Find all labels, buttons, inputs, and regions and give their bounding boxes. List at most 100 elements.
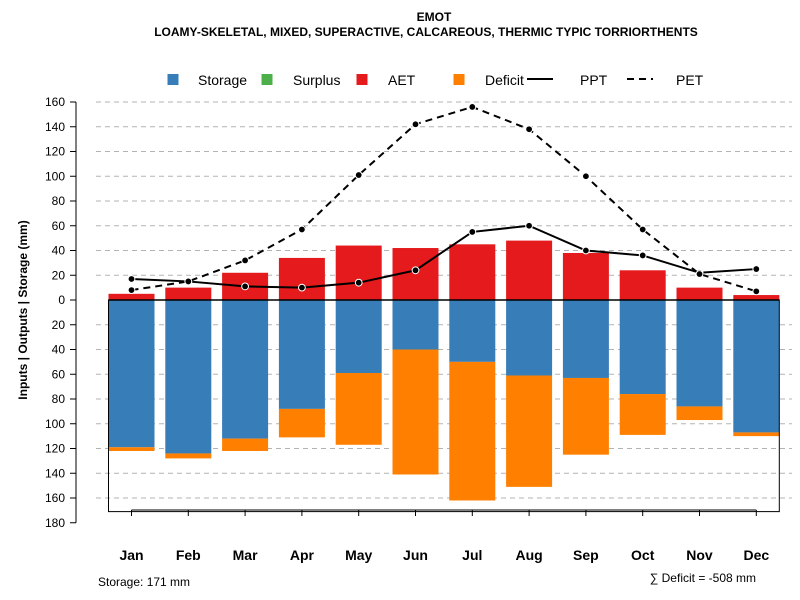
storage-bar-sep [562,300,609,378]
ppt-line [131,224,757,289]
y-tick-label: 160 [45,491,65,505]
ppt-point-jan [127,275,136,283]
storage-bar-dec [733,300,780,433]
pet-point-mar [241,256,250,265]
aet-bar-sep [562,252,609,300]
y-tick-label: 80 [52,194,66,208]
ppt-point-dec [752,265,761,273]
aet-bar-dec [733,295,780,300]
series-lines [127,103,761,296]
legend-pet-label: PET [676,72,704,88]
legend-ppt-label: PPT [580,72,608,88]
y-tick-label: 120 [45,442,65,456]
x-tick-label-aug: Aug [515,547,542,563]
y-tick-label: 140 [45,466,65,480]
deficit-bar-mar [222,438,269,451]
pet-point-feb [184,277,193,286]
x-tick-label-dec: Dec [743,547,769,563]
ppt-point-mar [241,282,250,291]
aet-bar-jan [108,293,155,300]
y-tick-label: 80 [52,392,66,406]
ppt-point-may [354,278,363,287]
legend-storage-label: Storage [198,72,247,88]
storage-bar-jan [108,300,155,448]
legend-aet-swatch [356,74,368,85]
deficit-bar-jul [449,361,496,501]
y-tick-label: 140 [45,120,65,134]
aet-bar-apr [278,257,325,300]
deficit-bar-sep [562,377,609,455]
legend-deficit-swatch [453,74,465,85]
storage-bar-nov [676,300,723,407]
y-tick-label: 60 [52,219,66,233]
chart-subtitle: LOAMY-SKELETAL, MIXED, SUPERACTIVE, CALC… [154,25,698,39]
bars [108,240,780,501]
legend: Storage Surplus AET Deficit PPT PET [167,72,704,88]
deficit-bar-dec [733,432,780,437]
pet-line [131,105,757,293]
legend-aet-label: AET [388,72,416,88]
pet-point-jul [468,103,477,111]
pet-point-dec [752,287,761,296]
legend-storage-swatch [167,74,179,85]
ppt-point-aug [525,221,533,230]
storage-bar-oct [619,300,666,395]
aet-bar-aug [506,240,553,300]
x-tick-label-jan: Jan [119,547,143,563]
x-tick-label-jun: Jun [403,547,428,563]
ppt-point-oct [638,251,647,260]
deficit-bar-jan [108,447,155,451]
y-axis: 160 140 120 100 80 60 40 20 0 20 40 60 80 100 120 140 16… [45,95,77,530]
deficit-bar-feb [165,453,212,459]
storage-bar-apr [278,300,325,409]
ppt-point-jun [411,266,420,275]
deficit-bar-nov [676,406,723,421]
ppt-point-apr [298,283,306,292]
x-tick-label-nov: Nov [686,547,713,563]
storage-footnote: Storage: 171 mm [98,575,190,589]
pet-point-apr [298,225,306,234]
chart-title: EMOT [417,10,452,24]
aet-bar-may [335,245,382,300]
storage-bar-mar [222,300,269,439]
y-tick-label: 40 [52,244,66,258]
pet-point-jan [127,286,136,295]
y-tick-label: 20 [52,268,66,282]
storage-bar-jul [449,300,496,362]
x-tick-label-jul: Jul [462,547,482,563]
y-tick-label: 0 [58,293,65,307]
y-tick-label: 160 [45,95,65,109]
storage-bar-aug [506,300,553,376]
x-tick-label-may: May [345,547,372,563]
aet-bar-feb [165,287,212,300]
legend-surplus-swatch [261,74,273,85]
deficit-footnote: ∑ Deficit = -508 mm [650,571,756,585]
deficit-bar-apr [278,408,325,438]
aet-bar-nov [676,287,723,300]
gridlines [96,101,792,499]
y-tick-label: 60 [52,367,66,381]
y-tick-label: 120 [45,145,65,159]
x-tick-label-apr: Apr [290,547,315,563]
y-tick-label: 100 [45,417,65,431]
deficit-bar-may [335,373,382,445]
pet-point-oct [638,225,647,234]
deficit-bar-oct [619,394,666,435]
ppt-point-jul [468,228,477,236]
x-tick-label-feb: Feb [176,547,201,563]
legend-surplus-label: Surplus [293,72,340,88]
y-tick-label: 180 [45,516,65,530]
deficit-bar-aug [506,375,553,487]
y-tick-label: 40 [52,343,66,357]
legend-deficit-label: Deficit [485,72,524,88]
aet-bar-jul [449,244,496,300]
storage-bar-feb [165,300,212,454]
ppt-point-sep [582,246,590,255]
y-tick-label: 100 [45,169,65,183]
y-axis-label: Inputs | Outputs | Storage (mm) [16,220,30,399]
deficit-bar-jun [392,349,439,475]
x-axis: Jan Feb Mar Apr May Jun Jul Aug Sep Oct Nov Dec [119,509,769,563]
aet-bar-oct [619,270,666,300]
storage-bar-jun [392,300,439,350]
